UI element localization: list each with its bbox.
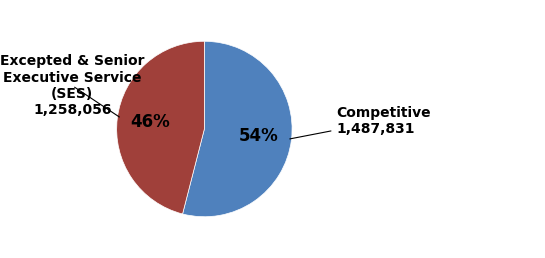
Text: 46%: 46% [131,113,170,131]
Text: Competitive
1,487,831: Competitive 1,487,831 [290,106,431,139]
Text: 54%: 54% [239,127,278,145]
Wedge shape [183,41,292,217]
Wedge shape [117,41,204,214]
Text: Excepted & Senior
Executive Service
(SES)
1,258,056: Excepted & Senior Executive Service (SES… [0,54,144,117]
